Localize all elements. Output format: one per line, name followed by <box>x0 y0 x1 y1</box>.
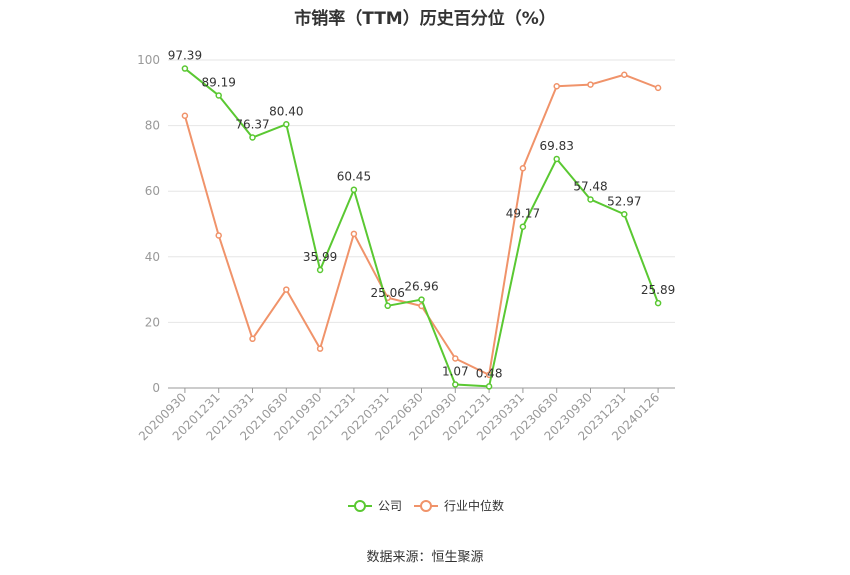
data-label: 76.37 <box>235 118 269 132</box>
source-note: 数据来源：恒生聚源 <box>366 550 484 565</box>
legend[interactable]: 公司 行业中位数 <box>348 498 504 513</box>
data-point <box>621 71 628 79</box>
data-point <box>350 186 358 193</box>
data-point <box>553 155 560 163</box>
data-label: 80.40 <box>269 104 303 118</box>
y-tick-label: 40 <box>145 250 160 264</box>
chart-title: 市销率（TTM）历史百分位（%） <box>294 9 556 29</box>
data-point <box>316 266 324 274</box>
y-tick-label: 0 <box>152 381 160 395</box>
data-label: 35.99 <box>303 250 337 264</box>
legend-item-0[interactable]: 公司 <box>348 499 402 513</box>
data-point <box>249 335 256 343</box>
data-point <box>418 296 425 303</box>
data-label: 25.06 <box>371 286 405 300</box>
data-label: 97.39 <box>168 49 202 63</box>
y-tick-label: 100 <box>137 53 160 67</box>
data-label: 1.07 <box>442 364 469 378</box>
legend-item-1[interactable]: 行业中位数 <box>414 498 504 513</box>
data-label: 57.48 <box>573 179 607 193</box>
data-point <box>283 286 290 293</box>
legend-label: 公司 <box>378 499 402 513</box>
y-tick-label: 80 <box>145 119 160 133</box>
data-point <box>485 383 493 390</box>
data-label: 52.97 <box>607 194 641 208</box>
data-label: 49.17 <box>506 207 540 221</box>
data-point <box>452 355 459 362</box>
grid-layer <box>168 59 675 323</box>
data-point <box>654 84 662 92</box>
data-point <box>587 81 594 88</box>
data-point <box>316 345 324 352</box>
data-point <box>215 232 222 239</box>
data-point <box>553 82 560 90</box>
legend-marker <box>420 500 432 512</box>
data-point <box>384 302 391 310</box>
data-point <box>452 381 459 388</box>
data-label: 0.48 <box>476 366 503 380</box>
data-point <box>215 92 222 99</box>
data-label: 89.19 <box>202 75 236 89</box>
legend-label: 行业中位数 <box>444 498 504 513</box>
data-point <box>283 121 290 128</box>
data-point <box>350 230 358 238</box>
data-point <box>519 223 527 230</box>
legend-marker <box>354 500 366 512</box>
y-tick-label: 20 <box>145 315 160 329</box>
data-label: 26.96 <box>404 280 438 294</box>
data-point <box>621 211 628 218</box>
data-point <box>181 112 189 120</box>
data-point <box>654 299 662 307</box>
data-point <box>587 196 594 203</box>
y-tick-label: 60 <box>145 184 160 198</box>
data-point <box>249 134 256 141</box>
data-label: 69.83 <box>540 139 574 153</box>
series-line-0 <box>184 67 660 388</box>
data-label: 60.45 <box>337 170 371 184</box>
data-point <box>519 164 527 172</box>
axis-layer: 0204060801002020093020201231202103312021… <box>136 53 675 443</box>
series-layer <box>181 65 662 390</box>
data-point <box>181 65 189 72</box>
data-label: 25.89 <box>641 283 675 297</box>
